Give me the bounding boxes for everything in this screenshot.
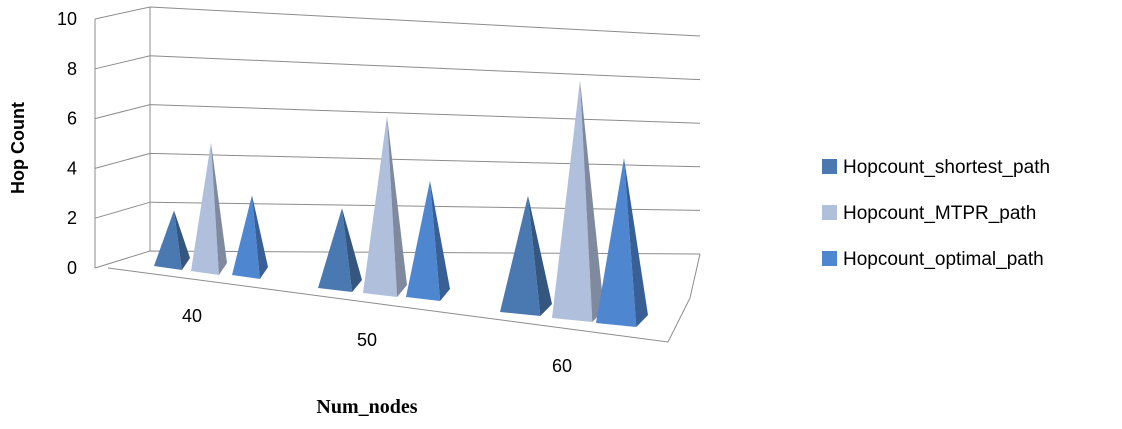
pyramid-side-face: [528, 195, 552, 316]
legend-swatch: [822, 205, 837, 220]
floor-outline: [107, 253, 701, 343]
gridline: [94, 152, 701, 169]
legend-swatch: [822, 251, 837, 266]
chart-floor: [107, 253, 701, 343]
x-tick-label: 60: [552, 356, 572, 376]
pyramid-side-face: [252, 195, 268, 279]
pyramid-front-face: [552, 80, 593, 323]
legend-label: Hopcount_optimal_path: [843, 249, 1044, 270]
x-axis-ticks: 40 50 60: [182, 306, 572, 376]
pyramid-front-face: [191, 142, 219, 275]
x-tick-label: 50: [357, 330, 377, 350]
pyramid-side-face: [342, 208, 362, 292]
pyramid-bar: [232, 195, 268, 279]
legend-label: Hopcount_shortest_path: [843, 157, 1050, 178]
pyramid-front-face: [318, 208, 353, 292]
pyramid-bar: [191, 142, 227, 275]
y-axis-ticks: 0 2 4 6 8 10: [57, 9, 77, 278]
pyramid-front-face: [232, 195, 260, 279]
pyramid-side-face: [624, 158, 648, 327]
pyramid-bar: [154, 210, 190, 270]
pyramid-bar: [406, 180, 450, 301]
data-marks: [154, 80, 648, 327]
y-tick-label: 4: [67, 158, 77, 178]
pyramid-bar: [318, 208, 362, 292]
legend-label: Hopcount_MTPR_path: [843, 203, 1036, 224]
x-tick-label: 40: [182, 306, 202, 326]
y-axis-title: Hop Count: [8, 102, 28, 194]
pyramid-bar: [596, 158, 648, 327]
gridline: [94, 104, 701, 124]
pyramid-bar: [552, 80, 604, 323]
pyramid-side-face: [430, 180, 450, 301]
pyramid-front-face: [500, 195, 541, 316]
x-axis-title: Num_nodes: [316, 396, 417, 418]
y-tick-label: 2: [67, 208, 77, 228]
gridline: [94, 6, 701, 37]
y-tick-label: 8: [67, 59, 77, 79]
pyramid-front-face: [363, 115, 398, 298]
pyramid-side-face: [580, 80, 604, 323]
pyramid-front-face: [596, 158, 637, 327]
pyramid-front-face: [154, 210, 182, 270]
gridline: [94, 55, 701, 81]
pyramid-side-face: [211, 142, 227, 275]
legend-swatch: [822, 159, 837, 174]
y-tick-label: 0: [67, 258, 77, 278]
pyramid-side-face: [387, 115, 407, 298]
legend: Hopcount_shortest_path Hopcount_MTPR_path…: [822, 157, 1050, 270]
y-tick-label: 10: [57, 9, 77, 29]
pyramid-side-face: [174, 210, 190, 270]
pyramid-front-face: [406, 180, 441, 301]
y-tick-label: 6: [67, 109, 77, 129]
pyramid-bar: [500, 195, 552, 316]
pyramid-bar: [363, 115, 407, 298]
